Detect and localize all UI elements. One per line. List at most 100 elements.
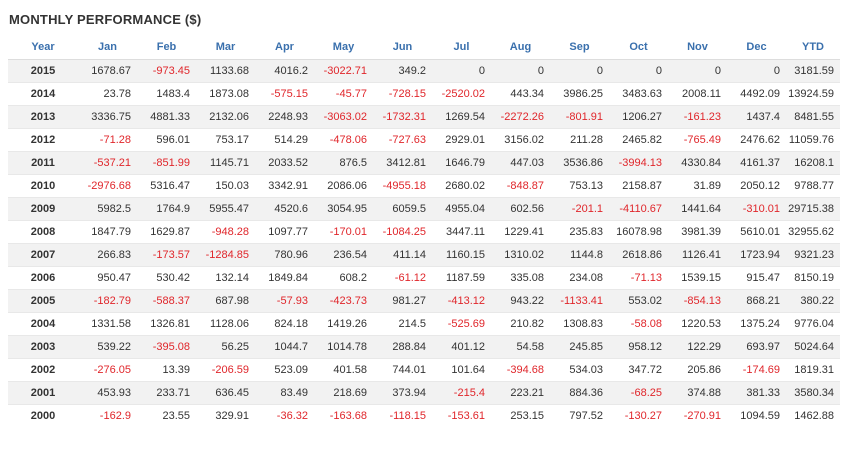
column-header: Dec (727, 35, 786, 60)
value-cell: 3412.81 (373, 151, 432, 175)
value-cell: 54.58 (491, 335, 550, 359)
value-cell: -162.9 (78, 404, 137, 427)
value-cell: 3054.95 (314, 197, 373, 221)
value-cell: 266.83 (78, 243, 137, 267)
column-header: Sep (550, 35, 609, 60)
value-cell: 122.29 (668, 335, 727, 359)
value-cell: -525.69 (432, 312, 491, 336)
value-cell: -57.93 (255, 289, 314, 313)
value-cell: -36.32 (255, 404, 314, 427)
table-row: 2009 5982.5 1764.9 5955.47 4520.6 3054.95 6059… (8, 197, 840, 221)
value-cell: 4016.2 (255, 59, 314, 83)
value-cell: 3986.25 (550, 82, 609, 106)
value-cell: 884.36 (550, 381, 609, 405)
value-cell: -3063.02 (314, 105, 373, 129)
value-cell: -2976.68 (78, 174, 137, 198)
value-cell: 539.22 (78, 335, 137, 359)
value-cell: 3483.63 (609, 82, 668, 106)
value-cell: 797.52 (550, 404, 609, 427)
value-cell: 744.01 (373, 358, 432, 382)
value-cell: 636.45 (196, 381, 255, 405)
year-cell: 2002 (8, 358, 78, 382)
value-cell: -478.06 (314, 128, 373, 152)
year-cell: 2013 (8, 105, 78, 129)
value-cell: 210.82 (491, 312, 550, 336)
value-cell: 958.12 (609, 335, 668, 359)
value-cell: 150.03 (196, 174, 255, 198)
value-cell: 1462.88 (786, 404, 840, 427)
value-cell: 2158.87 (609, 174, 668, 198)
value-cell: 1310.02 (491, 243, 550, 267)
value-cell: 236.54 (314, 243, 373, 267)
year-cell: 2014 (8, 82, 78, 106)
value-cell: -4110.67 (609, 197, 668, 221)
year-cell: 2001 (8, 381, 78, 405)
table-row: 2013 3336.75 4881.33 2132.06 2248.93 -3063.02… (8, 105, 840, 129)
value-cell: 374.88 (668, 381, 727, 405)
value-cell: 23.55 (137, 404, 196, 427)
year-cell: 2003 (8, 335, 78, 359)
value-cell: -276.05 (78, 358, 137, 382)
value-cell: -182.79 (78, 289, 137, 313)
column-header: Jul (432, 35, 491, 60)
value-cell: 214.5 (373, 312, 432, 336)
column-header: May (314, 35, 373, 60)
value-cell: 381.33 (727, 381, 786, 405)
value-cell: 4330.84 (668, 151, 727, 175)
value-cell: 235.83 (550, 220, 609, 244)
value-cell: -215.4 (432, 381, 491, 405)
value-cell: 693.97 (727, 335, 786, 359)
year-cell: 2012 (8, 128, 78, 152)
value-cell: -170.01 (314, 220, 373, 244)
value-cell: -765.49 (668, 128, 727, 152)
performance-table: Year Jan Feb Mar Apr May Jun Jul Aug Sep Oct Nov Dec… (8, 35, 840, 427)
value-cell: 4955.04 (432, 197, 491, 221)
value-cell: 447.03 (491, 151, 550, 175)
value-cell: 1441.64 (668, 197, 727, 221)
value-cell: 943.22 (491, 289, 550, 313)
value-cell: 1206.27 (609, 105, 668, 129)
table-row: 2003 539.22 -395.08 56.25 1044.7 1014.78 288.8… (8, 335, 840, 359)
value-cell: 13.39 (137, 358, 196, 382)
value-cell: 56.25 (196, 335, 255, 359)
column-header: Jan (78, 35, 137, 60)
value-cell: -130.27 (609, 404, 668, 427)
header-row: Year Jan Feb Mar Apr May Jun Jul Aug Sep Oct Nov Dec… (8, 35, 840, 60)
value-cell: 5316.47 (137, 174, 196, 198)
value-cell: 29715.38 (786, 197, 840, 221)
value-cell: 2476.62 (727, 128, 786, 152)
value-cell: -973.45 (137, 59, 196, 83)
table-row: 2002 -276.05 13.39 -206.59 523.09 401.58 744.0… (8, 358, 840, 382)
value-cell: 233.71 (137, 381, 196, 405)
value-cell: 2086.06 (314, 174, 373, 198)
value-cell: 223.21 (491, 381, 550, 405)
value-cell: -854.13 (668, 289, 727, 313)
value-cell: 3981.39 (668, 220, 727, 244)
value-cell: 4520.6 (255, 197, 314, 221)
value-cell: 329.91 (196, 404, 255, 427)
value-cell: -153.61 (432, 404, 491, 427)
value-cell: -118.15 (373, 404, 432, 427)
value-cell: 753.13 (550, 174, 609, 198)
value-cell: 1144.8 (550, 243, 609, 267)
value-cell: -728.15 (373, 82, 432, 106)
value-cell: 2929.01 (432, 128, 491, 152)
value-cell: 876.5 (314, 151, 373, 175)
value-cell: 3181.59 (786, 59, 840, 83)
value-cell: 1145.71 (196, 151, 255, 175)
year-cell: 2006 (8, 266, 78, 290)
value-cell: 9788.77 (786, 174, 840, 198)
value-cell: 1160.15 (432, 243, 491, 267)
value-cell: 3447.11 (432, 220, 491, 244)
value-cell: -270.91 (668, 404, 727, 427)
year-cell: 2004 (8, 312, 78, 336)
value-cell: 1437.4 (727, 105, 786, 129)
value-cell: 1308.83 (550, 312, 609, 336)
column-header: Oct (609, 35, 668, 60)
value-cell: 0 (432, 59, 491, 83)
panel-title: MONTHLY PERFORMANCE ($) (9, 12, 202, 27)
value-cell: 1014.78 (314, 335, 373, 359)
value-cell: 1094.59 (727, 404, 786, 427)
table-row: 2008 1847.79 1629.87 -948.28 1097.77 -170.01-… (8, 220, 840, 244)
